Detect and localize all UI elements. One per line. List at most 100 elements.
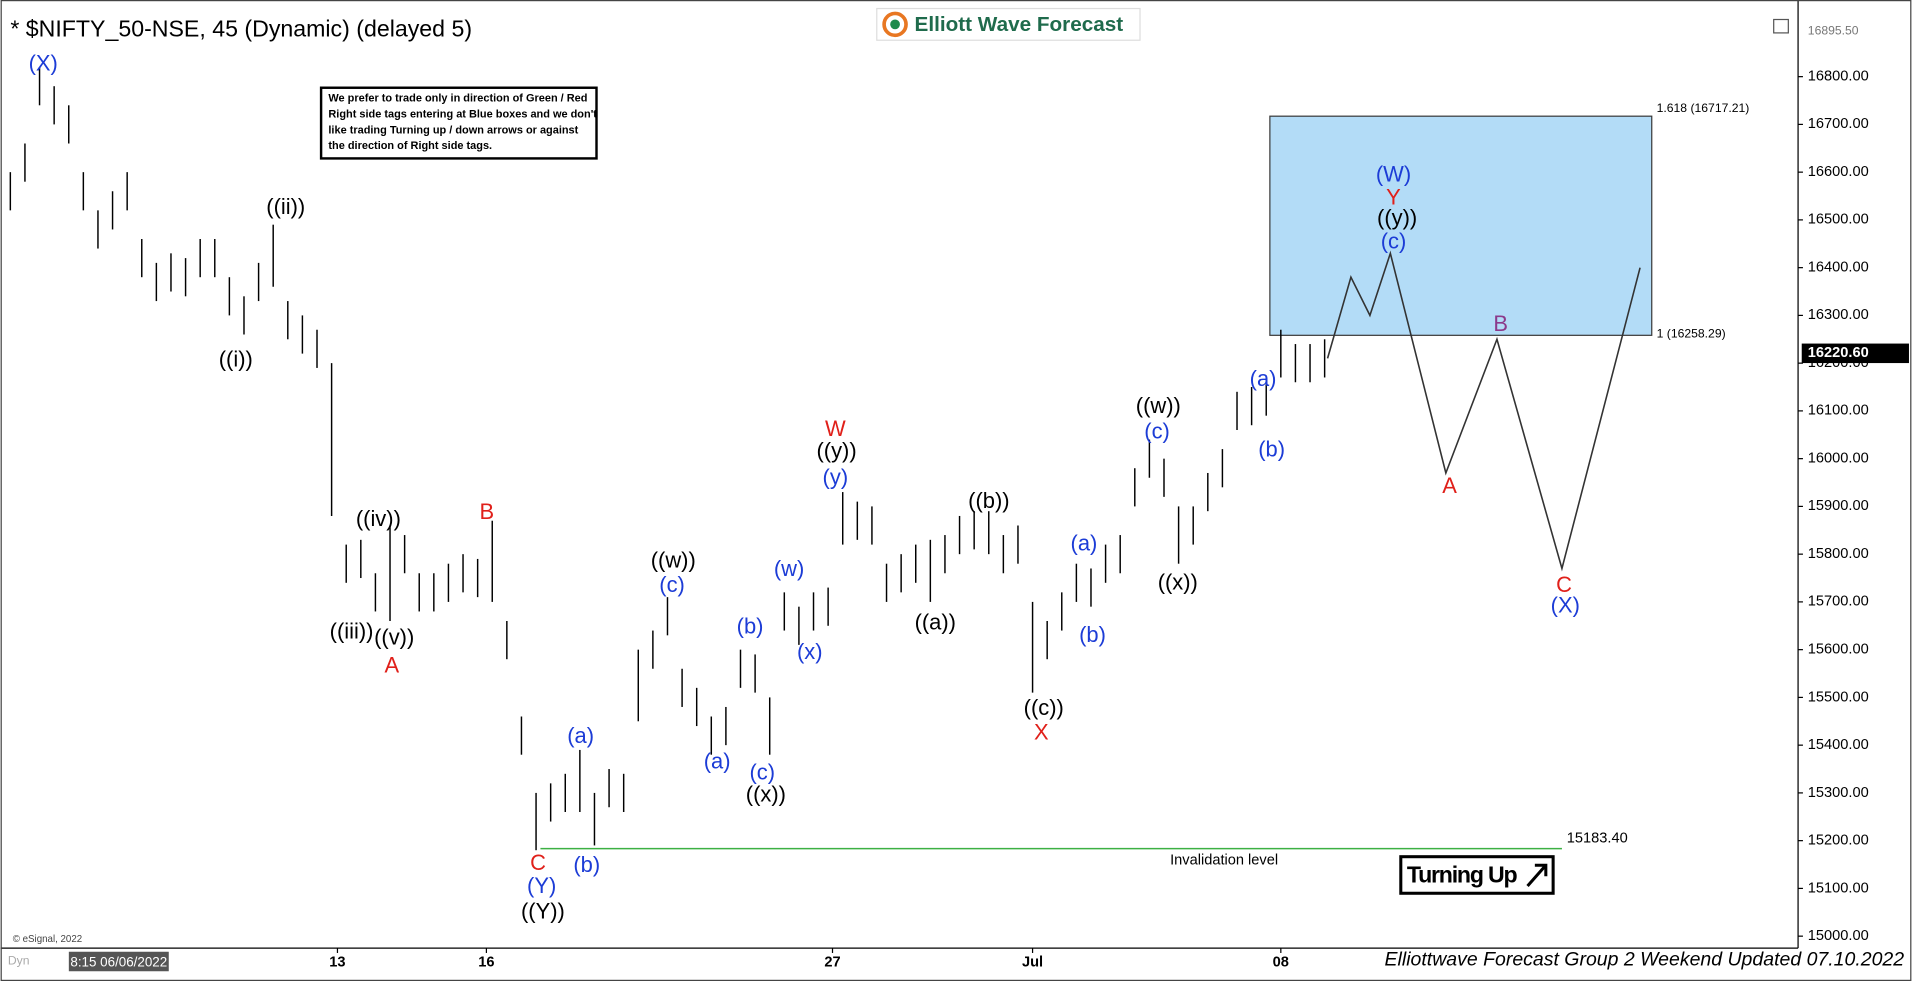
y-tick-label: 16300.00: [1808, 307, 1869, 323]
y-tick-label: 15300.00: [1808, 785, 1869, 801]
plot-area: 1.618 (16717.21) 1 (16258.29) 15183.40 Inva…: [9, 50, 1750, 924]
wave-label: ((y)): [1377, 205, 1417, 230]
signal-arrow: [1526, 863, 1548, 887]
wave-label: (b): [573, 852, 600, 877]
wave-label: (c): [659, 572, 685, 597]
invalidation-text: Invalidation level: [1170, 853, 1278, 869]
y-tick-label: 16400.00: [1808, 260, 1869, 276]
wave-label: (a): [704, 749, 731, 774]
x-tick-label: Jul: [1022, 955, 1043, 971]
note-line: like trading Turning up / down arrows or…: [328, 124, 578, 136]
wave-label: X: [1034, 719, 1049, 744]
wave-label: (c): [1144, 418, 1170, 443]
note-line: We prefer to trade only in direction of …: [328, 93, 587, 105]
wave-label: ((c)): [1024, 695, 1064, 720]
wave-label: (X): [29, 50, 58, 75]
y-tick-label: 15400.00: [1808, 737, 1869, 753]
wave-label: (a): [567, 723, 594, 748]
wave-label: (x): [797, 639, 823, 664]
wave-label: ((x)): [746, 782, 786, 807]
wave-label: C: [530, 850, 546, 875]
wave-label: ((x)): [1158, 570, 1198, 595]
corner-label: Dyn: [8, 954, 30, 968]
y-tick-label: 16000.00: [1808, 451, 1869, 467]
logo: Elliott Wave Forecast: [876, 7, 1141, 41]
y-tick-label: 15200.00: [1808, 833, 1869, 849]
wave-label: (b): [1079, 622, 1106, 647]
projection-line: [1326, 250, 1641, 572]
last-price-tag: [1801, 343, 1909, 364]
wave-label: (y): [823, 465, 849, 490]
wave-label: (X): [1551, 593, 1580, 618]
wave-label: A: [384, 652, 399, 677]
cursor-label: 8:15 06/06/2022: [70, 954, 167, 969]
wave-label: Y: [1386, 184, 1401, 209]
target-box: [1269, 115, 1653, 336]
y-tick-label: 16500.00: [1808, 212, 1869, 228]
footer: Elliottwave Forecast Group 2 Weekend Upd…: [1385, 948, 1905, 970]
wave-label: (b): [737, 613, 764, 638]
wave-label: (a): [1071, 531, 1098, 556]
y-tick-label: 15700.00: [1808, 594, 1869, 610]
fib-label: 1.618 (16717.21): [1657, 101, 1750, 115]
y-tick-label: 16600.00: [1808, 164, 1869, 180]
y-tick-label: 15600.00: [1808, 642, 1869, 658]
high-price-label: 16895.50: [1808, 23, 1859, 37]
x-tick-label: 27: [824, 955, 840, 971]
wave-label: (c): [1381, 228, 1407, 253]
signal-box: [1399, 855, 1555, 895]
wave-label: ((ii)): [266, 194, 305, 219]
time-axis-strip: [0, 948, 1912, 981]
note-box: [319, 86, 598, 160]
wave-label: ((iv)): [356, 506, 401, 531]
wave-label: (Y): [527, 873, 556, 898]
wave-label: (c): [749, 760, 775, 785]
logo-dot: [890, 19, 900, 30]
wave-label: ((a)): [915, 610, 956, 635]
y-tick-label: 15800.00: [1808, 546, 1869, 562]
x-tick-label: 16: [478, 955, 494, 971]
y-tick-label: 15500.00: [1808, 689, 1869, 705]
last-price-label: 16220.60: [1808, 345, 1869, 361]
note-line: Right side tags entering at Blue boxes a…: [328, 108, 597, 120]
wave-label: ((b)): [968, 488, 1009, 513]
copyright: © eSignal, 2022: [13, 934, 82, 945]
wave-label: ((y)): [816, 438, 856, 463]
y-tick-label: 16800.00: [1808, 69, 1869, 85]
wave-label: ((v)): [374, 624, 414, 649]
cursor-box: [68, 951, 169, 972]
chart-title: * $NIFTY_50-NSE, 45 (Dynamic) (delayed 5…: [10, 16, 472, 42]
wave-label: ((w)): [1136, 393, 1181, 418]
wave-label: ((Y)): [521, 899, 565, 924]
signal-badge: Turning Up: [1399, 855, 1555, 895]
wave-label: (b): [1258, 437, 1285, 462]
signal-text: Turning Up: [1407, 861, 1518, 887]
note-line: the direction of Right side tags.: [328, 140, 492, 152]
x-tick-label: 08: [1273, 955, 1289, 971]
wave-label: A: [1442, 473, 1457, 498]
invalidation-value: 15183.40: [1567, 831, 1628, 847]
window-button[interactable]: [1773, 18, 1789, 34]
wave-label: ((w)): [651, 548, 696, 573]
wave-label: ((iii)): [330, 618, 374, 643]
x-tick-label: 13: [329, 955, 345, 971]
y-tick-label: 16700.00: [1808, 116, 1869, 132]
y-tick-label: 15000.00: [1808, 928, 1869, 944]
wave-label: C: [1556, 572, 1572, 597]
y-tick-label: 15100.00: [1808, 880, 1869, 896]
wave-label: B: [1493, 311, 1508, 336]
wave-label: B: [480, 499, 495, 524]
wave-label: ((i)): [219, 347, 253, 372]
y-tick-label: 16100.00: [1808, 403, 1869, 419]
wave-label: W: [825, 416, 846, 441]
wave-label: (a): [1250, 366, 1277, 391]
logo-ring: [882, 11, 908, 38]
y-tick-label: 15900.00: [1808, 498, 1869, 514]
wave-label: (W): [1376, 161, 1411, 186]
logo-box: [876, 7, 1141, 41]
logo-text: Elliott Wave Forecast: [915, 13, 1124, 36]
wave-label: (w): [774, 556, 804, 581]
